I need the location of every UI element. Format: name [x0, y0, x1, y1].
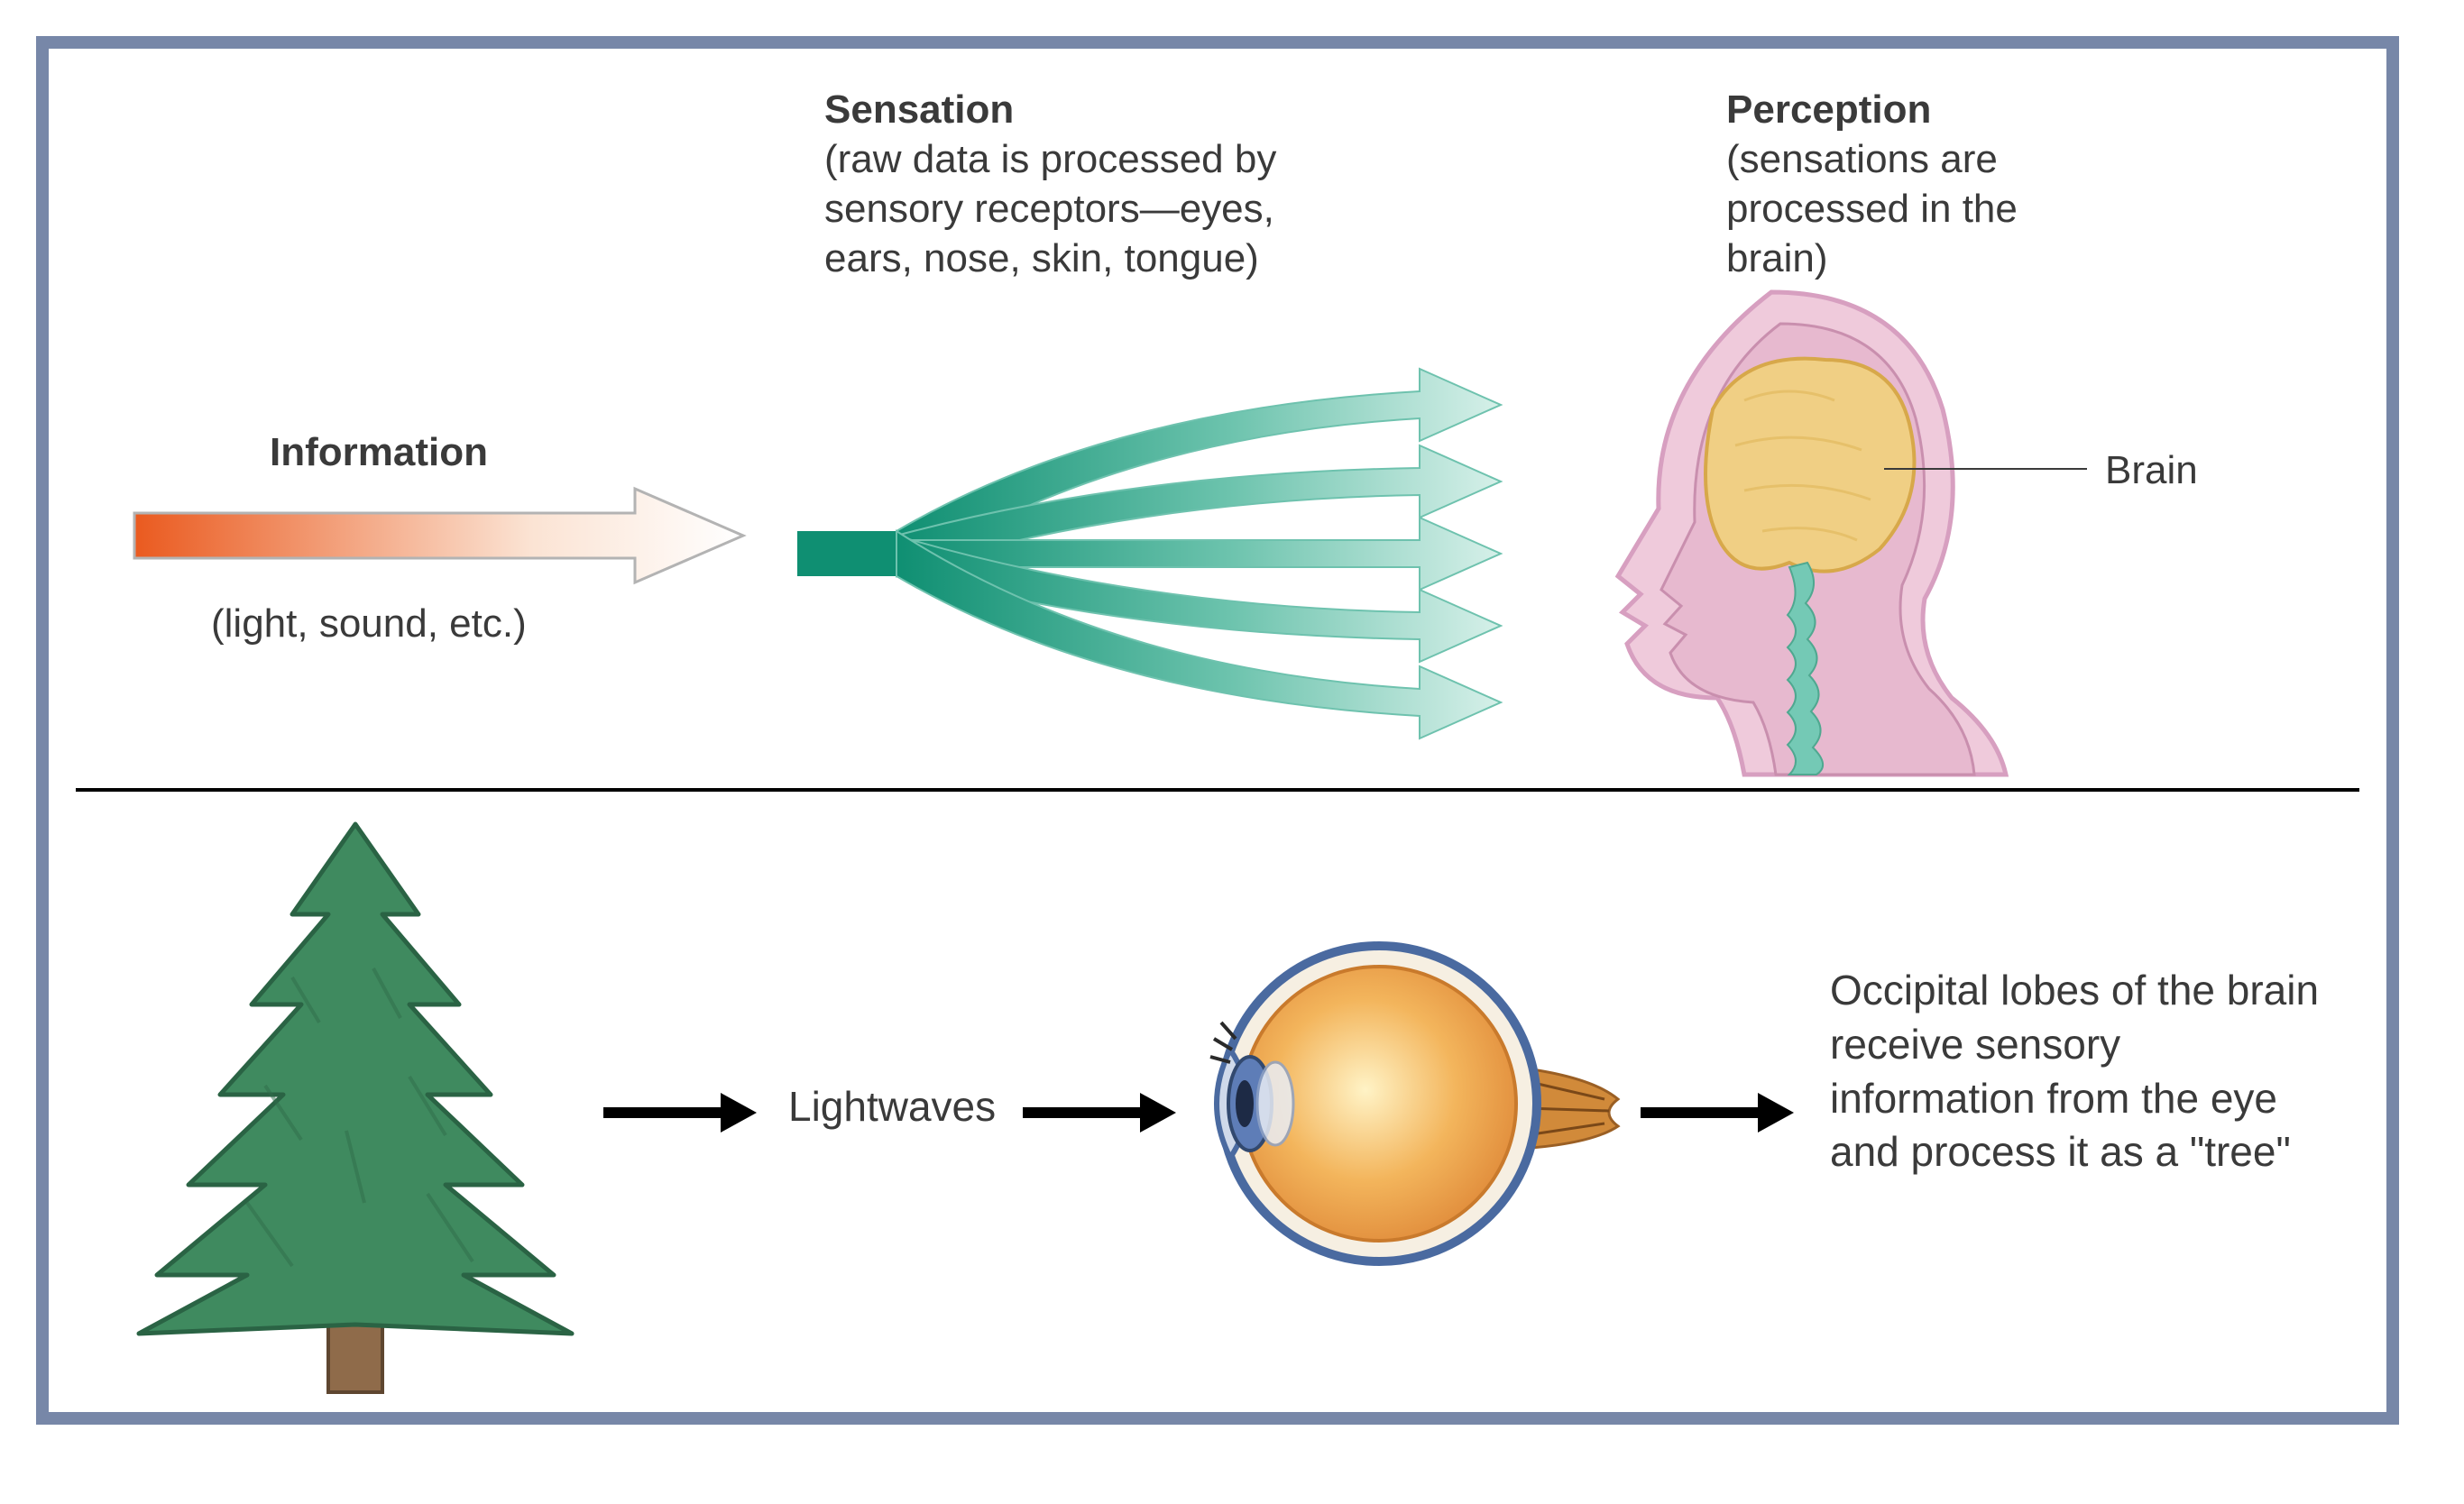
sensation-fan-arrows: [788, 355, 1528, 752]
arrow-tree-to-lightwaves: [599, 1086, 761, 1140]
top-row: Information (light, sound, etc.) Sensati…: [49, 49, 2386, 788]
information-subtitle: (light, sound, etc.): [211, 599, 527, 648]
perception-title: Perception: [1726, 85, 1931, 134]
head-brain-illustration: [1519, 274, 2024, 779]
information-title: Information: [270, 427, 488, 477]
perception-description: (sensations are processed in the brain): [1726, 134, 2069, 283]
occipital-text: Occipital lobes of the brain receive sen…: [1830, 964, 2326, 1179]
lightwaves-label: Lightwaves: [788, 1081, 996, 1133]
eye-illustration: [1194, 932, 1627, 1275]
arrow-eye-to-text: [1636, 1086, 1798, 1140]
sensation-title: Sensation: [824, 85, 1014, 134]
arrow-lightwaves-to-eye: [1018, 1086, 1181, 1140]
row-divider: [76, 788, 2359, 792]
sensation-description: (raw data is processed by sensory recept…: [824, 134, 1329, 283]
brain-leader-line: [1884, 468, 2087, 470]
tree-illustration: [112, 815, 599, 1401]
brain-label: Brain: [2105, 445, 2198, 495]
diagram-frame: Information (light, sound, etc.) Sensati…: [36, 36, 2399, 1425]
bottom-row: Lightwaves: [49, 797, 2386, 1412]
information-arrow: [130, 481, 752, 590]
